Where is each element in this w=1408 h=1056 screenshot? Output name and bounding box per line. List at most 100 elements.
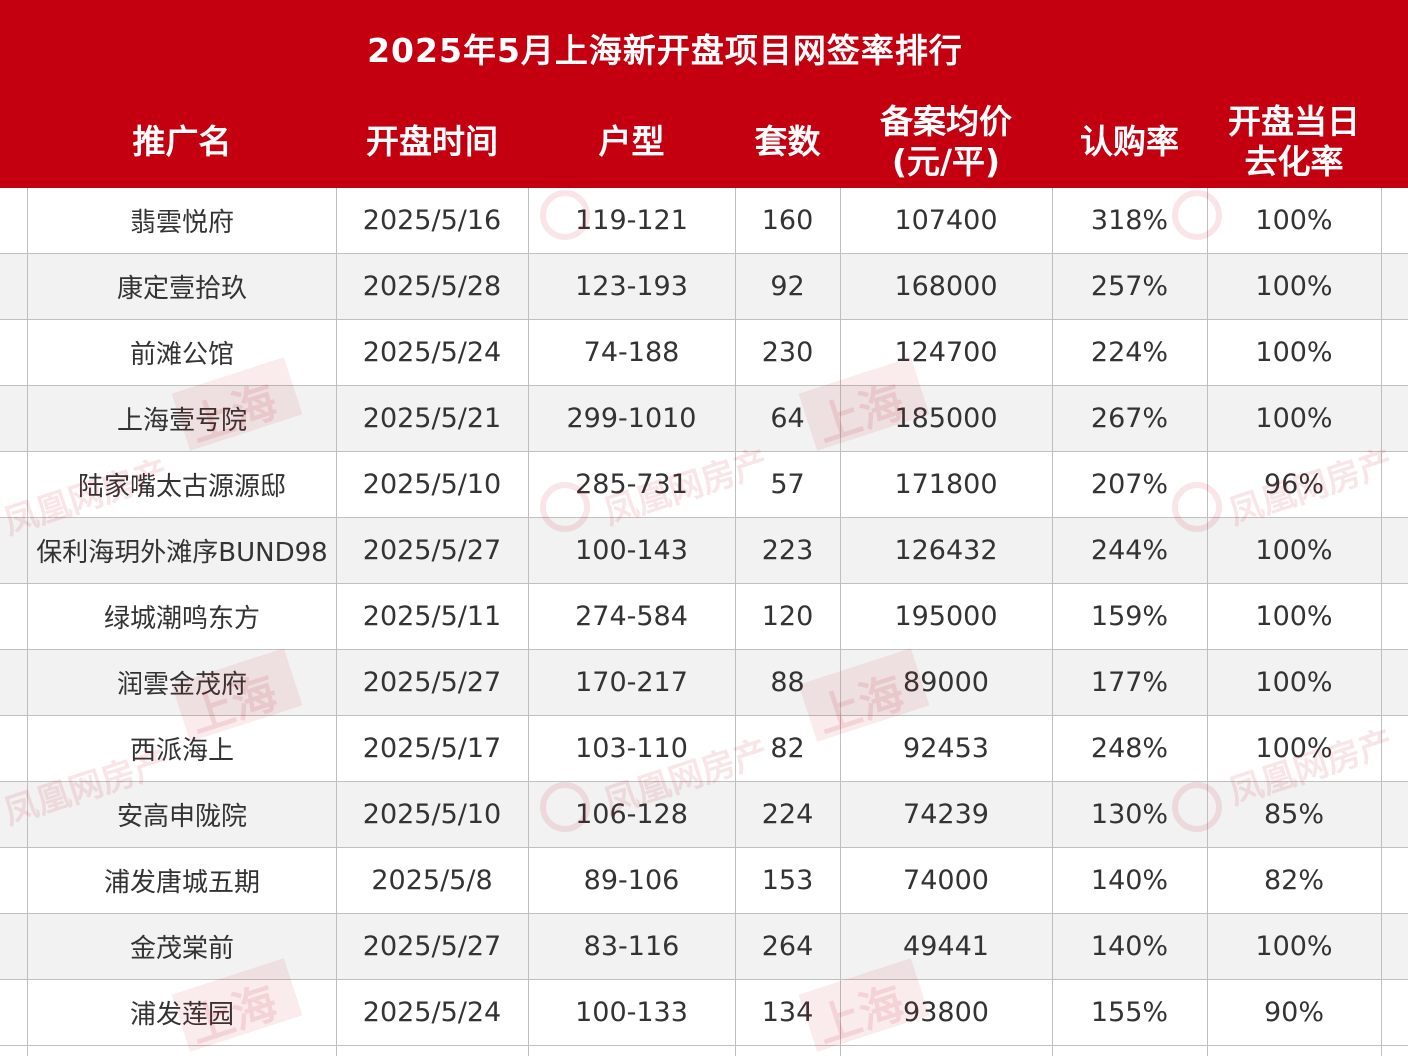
cell-avg-price: 124700	[894, 337, 998, 368]
cell-avg-price: 93800	[903, 997, 989, 1028]
cell-open-time: 2025/5/8	[371, 865, 493, 896]
cell-units: 264	[761, 931, 814, 962]
cell-units: 153	[761, 865, 814, 896]
header-unit-type-label: 户型	[598, 121, 665, 161]
cell-sellthrough-rate: 100%	[1255, 271, 1333, 302]
cell-units: 224	[761, 799, 814, 830]
cell-avg-price: 126432	[894, 535, 998, 566]
header-subscription-rate: 认购率	[1052, 95, 1207, 188]
header-open-time-label: 开盘时间	[366, 121, 498, 161]
cell-units: 64	[770, 403, 805, 434]
grid-line	[336, 188, 337, 1056]
cell-sellthrough-rate: 100%	[1255, 601, 1333, 632]
cell-unit-type: 285-731	[575, 469, 688, 500]
cell-sellthrough-rate: 100%	[1255, 535, 1333, 566]
cell-unit-type: 89-106	[583, 865, 680, 896]
cell-open-time: 2025/5/27	[362, 931, 502, 962]
cell-subscription-rate: 267%	[1090, 403, 1169, 434]
cell-sellthrough-rate: 90%	[1263, 997, 1324, 1028]
cell-name: 安高申陇院	[116, 802, 247, 832]
cell-unit-type: 106-128	[575, 799, 688, 830]
cell-open-time: 2025/5/24	[362, 997, 502, 1028]
cell-avg-price: 89000	[903, 667, 989, 698]
cell-subscription-rate: 244%	[1090, 535, 1169, 566]
cell-open-time: 2025/5/24	[362, 337, 502, 368]
cell-open-time: 2025/5/21	[362, 403, 502, 434]
cell-name: 陆家嘴太古源源邸	[77, 472, 286, 502]
cell-name: 润雲金茂府	[116, 670, 247, 700]
cell-name: 康定壹拾玖	[116, 274, 247, 304]
cell-subscription-rate: 207%	[1090, 469, 1169, 500]
header-avg-price-line1: 备案均价	[880, 101, 1012, 141]
cell-open-time: 2025/5/11	[362, 601, 502, 632]
grid-line	[1207, 188, 1208, 1056]
cell-units: 120	[761, 601, 814, 632]
cell-subscription-rate: 224%	[1090, 337, 1169, 368]
table-row: 金茂棠前 2025/5/27 83-116 264 49441 140% 100…	[0, 914, 1408, 980]
cell-subscription-rate: 140%	[1090, 931, 1169, 962]
cell-avg-price: 195000	[894, 601, 998, 632]
table-row: 浦发唐城五期 2025/5/8 89-106 153 74000 140% 82…	[0, 848, 1408, 914]
header-sellthrough-rate: 开盘当日 去化率	[1207, 95, 1381, 188]
cell-open-time: 2025/5/17	[362, 733, 502, 764]
cell-open-time: 2025/5/28	[362, 271, 502, 302]
cell-name: 上海壹号院	[116, 406, 247, 436]
header-sellthrough-line2: 去化率	[1244, 141, 1344, 181]
grid-line	[1052, 188, 1053, 1056]
grid-line	[27, 188, 28, 1056]
cell-name: 前滩公馆	[129, 340, 234, 370]
table-title-bar: 2025年5月上海新开盘项目网签率排行	[0, 0, 1408, 95]
cell-avg-price: 168000	[894, 271, 998, 302]
cell-units: 57	[770, 469, 805, 500]
table-row: 保利海玥外滩序BUND98 2025/5/27 100-143 223 1264…	[0, 518, 1408, 584]
cell-subscription-rate: 140%	[1090, 865, 1169, 896]
cell-avg-price: 185000	[894, 403, 998, 434]
header-name-label: 推广名	[132, 121, 232, 161]
cell-name: 翡雲悦府	[129, 208, 234, 238]
cell-avg-price: 74239	[903, 799, 989, 830]
cell-name: 西派海上	[129, 736, 234, 766]
header-avg-price: 备案均价 (元/平)	[840, 95, 1052, 188]
cell-units: 88	[770, 667, 805, 698]
grid-line	[735, 188, 736, 1056]
cell-unit-type: 83-116	[583, 931, 680, 962]
table-row: 翡雲悦府 2025/5/16 119-121 160 107400 318% 1…	[0, 188, 1408, 254]
cell-unit-type: 274-584	[575, 601, 688, 632]
header-avg-price-line2: (元/平)	[891, 141, 1001, 181]
cell-sellthrough-rate: 100%	[1255, 931, 1333, 962]
header-sellthrough-line1: 开盘当日	[1228, 101, 1360, 141]
cell-subscription-rate: 318%	[1090, 205, 1169, 236]
cell-unit-type: 299-1010	[566, 403, 697, 434]
cell-open-time: 2025/5/16	[362, 205, 502, 236]
cell-sellthrough-rate: 100%	[1255, 403, 1333, 434]
table-row: 浦发莲园 2025/5/24 100-133 134 93800 155% 90…	[0, 980, 1408, 1046]
table-row: 润雲金茂府 2025/5/27 170-217 88 89000 177% 10…	[0, 650, 1408, 716]
cell-subscription-rate: 177%	[1090, 667, 1169, 698]
cell-unit-type: 100-133	[575, 997, 688, 1028]
table-row: 陆家嘴太古源源邸 2025/5/10 285-731 57 171800 207…	[0, 452, 1408, 518]
cell-units: 160	[761, 205, 814, 236]
table-row: 上海壹号院 2025/5/21 299-1010 64 185000 267% …	[0, 386, 1408, 452]
grid-line	[840, 188, 841, 1056]
table-row: 安高申陇院 2025/5/10 106-128 224 74239 130% 8…	[0, 782, 1408, 848]
cell-sellthrough-rate: 100%	[1255, 667, 1333, 698]
cell-open-time: 2025/5/10	[362, 469, 502, 500]
cell-name: 保利海玥外滩序BUND98	[36, 538, 328, 568]
cell-name: 浦发唐城五期	[103, 868, 260, 898]
header-units-label: 套数	[754, 121, 821, 161]
cell-subscription-rate: 159%	[1090, 601, 1169, 632]
cell-subscription-rate: 130%	[1090, 799, 1169, 830]
cell-name: 金茂棠前	[129, 934, 234, 964]
table-row: 西派海上 2025/5/17 103-110 82 92453 248% 100…	[0, 716, 1408, 782]
table-row: 前滩公馆 2025/5/24 74-188 230 124700 224% 10…	[0, 320, 1408, 386]
cell-unit-type: 170-217	[575, 667, 688, 698]
cell-avg-price: 107400	[894, 205, 998, 236]
cell-unit-type: 123-193	[575, 271, 688, 302]
cell-unit-type: 103-110	[575, 733, 688, 764]
cell-avg-price: 49441	[903, 931, 989, 962]
cell-sellthrough-rate: 85%	[1263, 799, 1324, 830]
cell-open-time: 2025/5/27	[362, 535, 502, 566]
header-units: 套数	[735, 95, 840, 188]
cell-sellthrough-rate: 82%	[1263, 865, 1324, 896]
